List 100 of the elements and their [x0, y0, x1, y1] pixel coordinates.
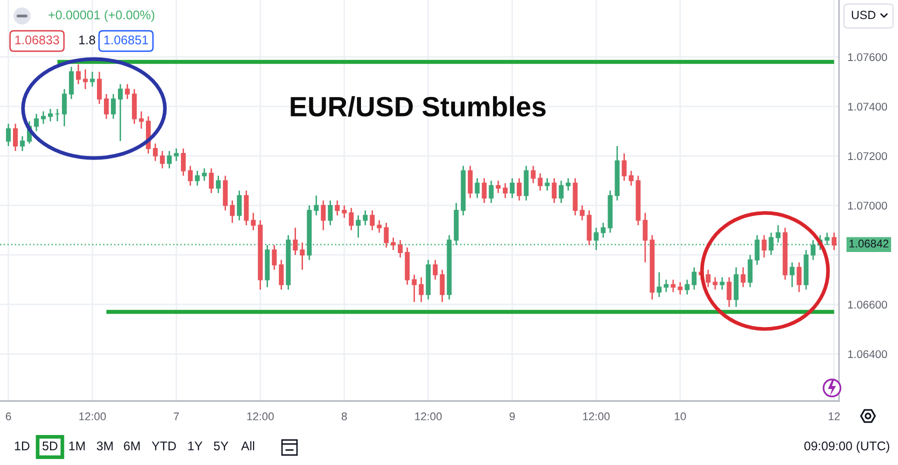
candlestick [236, 190, 242, 221]
candlestick [320, 200, 326, 231]
ref-line-label: 1.06842 [850, 240, 888, 248]
candlestick [748, 254, 753, 288]
candlestick [510, 178, 515, 199]
y-tick-label: 1.07400 [848, 102, 888, 111]
text: 6M [124, 442, 140, 450]
y-tick-label: 1.07000 [848, 202, 888, 210]
candlestick [166, 150, 172, 170]
candlestick [776, 224, 781, 244]
annotation: 1.06851 [104, 36, 148, 44]
candlestick [82, 68, 88, 90]
candlestick [824, 232, 830, 246]
candlestick [250, 212, 256, 231]
candlestick [474, 178, 480, 199]
y-tick-label: 1.06400 [848, 350, 888, 358]
candlestick [174, 148, 179, 162]
candlestick [552, 178, 557, 204]
candlestick [12, 123, 18, 152]
candlestick [342, 204, 347, 219]
candlestick [740, 266, 746, 288]
candlestick [152, 142, 158, 162]
text: 1D [14, 442, 30, 450]
candlestick [488, 180, 494, 204]
text: YTD [152, 442, 176, 450]
candlestick [48, 108, 53, 122]
candlestick [96, 71, 102, 105]
text: 5Y [214, 442, 228, 450]
text: 09:09:00 (UTC) [804, 441, 890, 453]
candlestick [272, 244, 277, 271]
candlestick [188, 165, 193, 186]
x-tick-label: 7 [174, 412, 179, 420]
text: 1Y [188, 442, 202, 450]
candlestick [34, 113, 39, 132]
candlestick [194, 170, 200, 186]
candlestick [566, 178, 571, 192]
candlestick [68, 66, 74, 100]
annotation: +0.00001 (+0.00%) [48, 10, 154, 22]
candlestick [208, 168, 214, 194]
candlestick [600, 222, 606, 238]
candlestick [558, 180, 564, 204]
candlestick [62, 88, 67, 127]
candlestick [300, 242, 305, 271]
annotation: 1.8 [79, 36, 96, 44]
x-tick-label: 12:00 [415, 412, 442, 420]
candlestick [110, 93, 116, 120]
candlestick [544, 178, 550, 192]
candlestick [754, 234, 760, 266]
candlestick [90, 71, 95, 88]
candlestick [124, 83, 130, 100]
candlestick [678, 281, 683, 296]
x-tick-label: 12 [828, 412, 840, 420]
candlestick [628, 170, 634, 186]
candlestick [594, 227, 599, 251]
x-tick-label: 12:00 [583, 412, 610, 420]
x-tick-label: 10 [674, 412, 686, 420]
y-tick-label: 1.06600 [848, 300, 888, 309]
candlestick [538, 172, 543, 192]
candlestick [20, 135, 25, 152]
candlestick [622, 152, 627, 182]
candlestick [706, 269, 711, 288]
candlestick [230, 200, 235, 224]
candlestick [370, 210, 375, 231]
candlestick [656, 272, 662, 298]
candlestick [384, 222, 389, 248]
text: 1M [69, 442, 85, 450]
candlestick [642, 212, 648, 264]
candlestick [832, 232, 837, 251]
candlestick [356, 214, 361, 238]
candlestick [440, 269, 445, 303]
text: USD [852, 10, 876, 20]
candlestick [40, 110, 46, 124]
candlestick [76, 64, 81, 85]
candlestick [516, 178, 522, 202]
x-tick-label: 9 [510, 412, 515, 420]
candlestick [810, 239, 816, 261]
candlestick [334, 200, 340, 216]
candlestick [580, 204, 585, 221]
candlestick [790, 262, 795, 288]
x-tick-label: 12:00 [247, 412, 274, 420]
candlestick [432, 259, 438, 280]
candlestick [768, 232, 774, 256]
candlestick [712, 276, 718, 290]
candlestick [118, 83, 123, 142]
candlestick [328, 200, 333, 226]
x-tick-label: 12:00 [79, 412, 106, 420]
candlestick [502, 182, 508, 199]
candlestick [412, 274, 417, 303]
candlestick [496, 180, 501, 194]
candlestick [796, 262, 802, 293]
candlestick [670, 279, 676, 293]
candlestick [362, 210, 368, 226]
candlestick [398, 239, 403, 258]
candlestick [468, 165, 473, 199]
candlestick [530, 165, 536, 184]
candlestick [180, 148, 186, 176]
candlestick [762, 234, 767, 258]
candlestick [292, 227, 298, 256]
text: 5D [42, 442, 58, 450]
candlestick [160, 150, 165, 170]
